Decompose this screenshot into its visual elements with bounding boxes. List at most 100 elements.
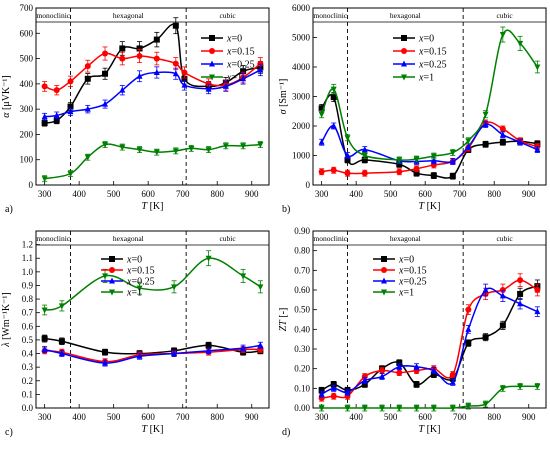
data-point (136, 147, 143, 154)
y-axis-label: λ [Wm⁻¹K⁻¹] (1, 292, 12, 348)
legend-label: x=1 (126, 288, 142, 299)
data-point (171, 284, 178, 291)
legend: x=0 x=0.15 x=0.25 x=1 (201, 34, 255, 84)
data-point (119, 144, 126, 151)
data-point (344, 135, 351, 142)
data-point (517, 290, 524, 297)
data-point (136, 72, 143, 79)
y-tick-label: 0.00 (294, 403, 310, 413)
data-point (153, 149, 160, 156)
x-tick-label: 300 (315, 189, 329, 199)
data-point (482, 111, 489, 118)
data-point (361, 170, 368, 177)
chart-panel: monoclinic hexagonal cubic 300 400 500 600 700 8… (278, 226, 547, 438)
data-series (318, 273, 541, 402)
phase-label: monoclinic (313, 234, 347, 243)
data-point (119, 45, 126, 52)
y-tick-label: 2000 (292, 121, 311, 131)
data-point (465, 403, 472, 410)
data-point (67, 78, 74, 85)
data-point (58, 350, 65, 357)
legend-marker (381, 267, 387, 273)
legend-label: x=0 (126, 255, 142, 266)
data-point (499, 139, 506, 146)
data-point (413, 170, 420, 177)
y-axis-label: ZT [-] (278, 308, 289, 332)
data-point (361, 146, 368, 153)
legend-marker (401, 35, 407, 41)
y-tick-label: 0.8 (22, 294, 34, 304)
data-point (102, 359, 109, 366)
data-point (517, 383, 524, 390)
data-point (344, 405, 351, 412)
phase-label: hexagonal (390, 11, 421, 20)
legend-marker (109, 256, 115, 262)
phase-label: monoclinic (36, 11, 70, 20)
legend-marker (209, 35, 215, 41)
panel-label: d) (282, 427, 290, 438)
x-tick-label: 600 (141, 412, 155, 422)
data-point (240, 273, 247, 280)
legend-label: x=0.15 (126, 266, 155, 277)
x-tick-label: 700 (176, 189, 190, 199)
plot-frame (35, 7, 270, 186)
chart-panel: monoclinic hexagonal cubic 300 400 500 600 700 8… (1, 3, 270, 215)
data-point (396, 369, 403, 376)
data-point (413, 363, 420, 370)
data-point (499, 125, 506, 132)
y-axis-label: σ [Sm⁻¹] (278, 79, 289, 115)
data-series (318, 121, 541, 165)
legend-marker (401, 48, 407, 54)
data-point (222, 82, 229, 89)
legend-label: x=1 (226, 73, 242, 84)
data-point (153, 36, 160, 43)
x-tick-label: 300 (315, 412, 329, 422)
data-point (41, 335, 48, 342)
data-point (449, 157, 456, 164)
panel-label: a) (5, 204, 13, 215)
x-tick-label: 800 (210, 412, 224, 422)
data-point (517, 138, 524, 145)
data-point (499, 32, 506, 39)
phase-label: hexagonal (390, 234, 421, 243)
legend-marker (109, 289, 115, 296)
data-point (41, 345, 48, 352)
data-point (396, 363, 403, 370)
legend-label: x=0.15 (226, 47, 255, 58)
data-point (517, 277, 524, 284)
data-point (318, 387, 325, 394)
data-point (41, 176, 48, 183)
y-tick-label: 400 (20, 79, 34, 89)
data-point (330, 381, 337, 388)
y-tick-label: 0.40 (294, 324, 310, 334)
legend-label: x=0 (226, 34, 242, 45)
x-axis-label: T [K] (142, 424, 164, 435)
data-point (67, 103, 74, 110)
data-point (482, 141, 489, 148)
y-tick-label: 0.4 (22, 349, 34, 359)
series-line (321, 287, 538, 395)
legend: x=0x=0.15x=0.25x=1 (101, 255, 155, 299)
series-line (44, 143, 261, 180)
data-point (84, 75, 91, 82)
x-tick-label: 600 (418, 412, 432, 422)
data-point (430, 157, 437, 164)
data-point (499, 131, 506, 138)
phase-label: hexagonal (113, 11, 144, 20)
y-tick-label: 0 (29, 180, 34, 190)
legend-label: x=0.25 (226, 60, 255, 71)
x-tick-label: 800 (487, 412, 501, 422)
data-point (361, 381, 368, 388)
data-point (172, 148, 179, 155)
data-point (188, 145, 195, 152)
data-point (534, 287, 541, 293)
y-tick-label: 0.3 (22, 362, 34, 372)
y-tick-label: 0.30 (294, 344, 310, 354)
data-point (361, 156, 368, 163)
data-point (119, 55, 126, 62)
legend-marker (401, 60, 407, 67)
y-tick-label: 0.5 (22, 335, 34, 345)
data-point (136, 53, 143, 60)
data-point (517, 40, 524, 47)
